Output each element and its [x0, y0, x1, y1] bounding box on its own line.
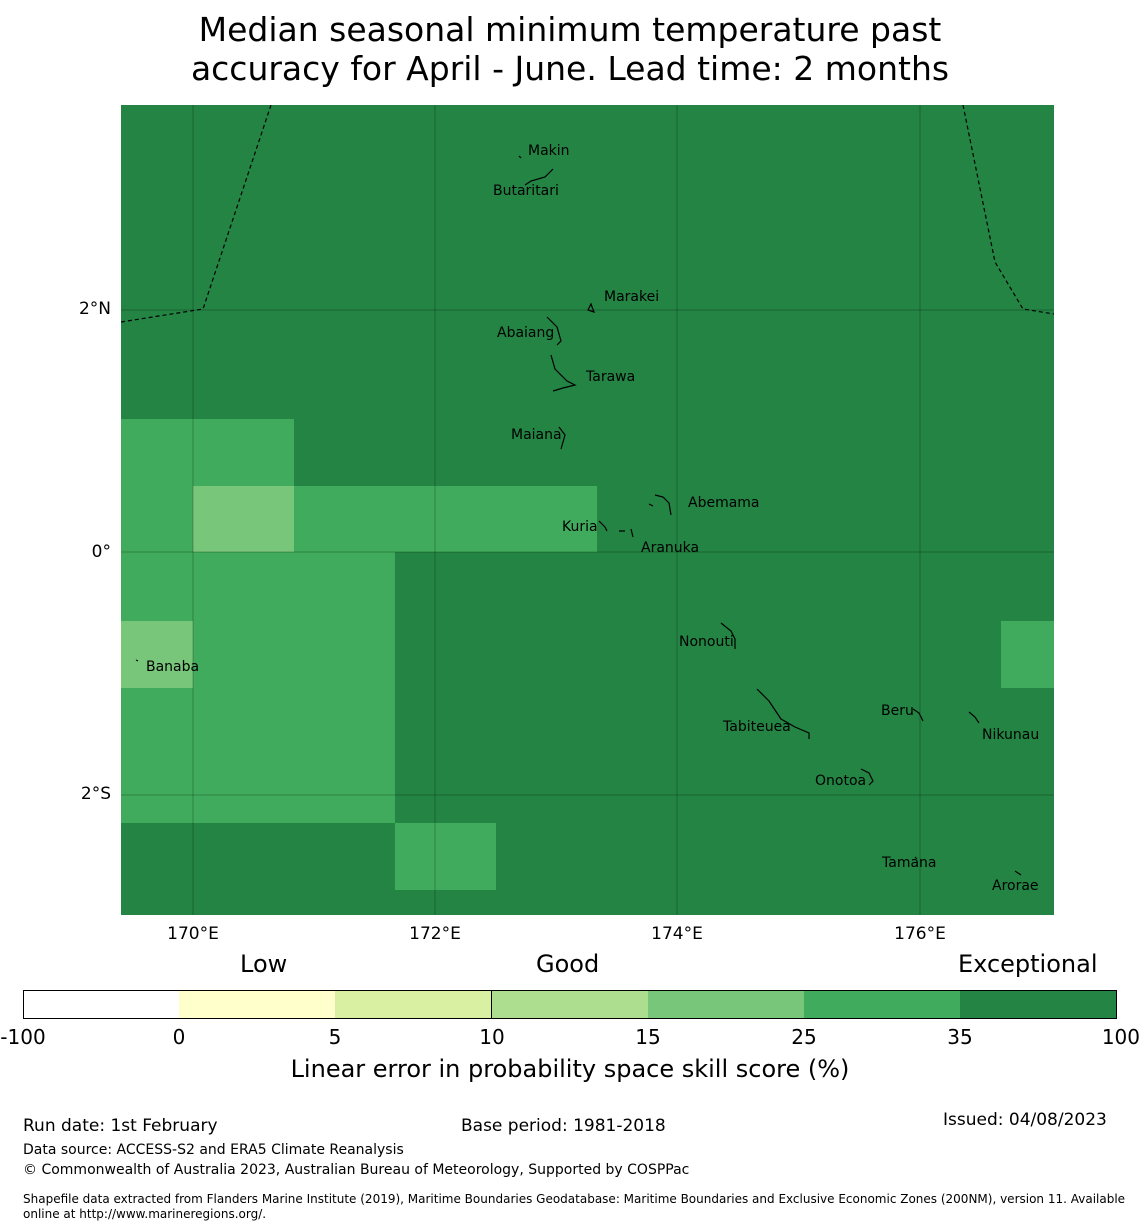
run-date: Run date: 1st February [23, 1116, 218, 1136]
data-source: Data source: ACCESS-S2 and ERA5 Climate … [23, 1142, 404, 1158]
cell-moderate [395, 823, 496, 890]
colorbar-segment [335, 990, 492, 1019]
place-marakei: Marakei [604, 289, 659, 305]
island-nikunau [968, 711, 980, 724]
copyright: © Commonwealth of Australia 2023, Austra… [23, 1162, 690, 1178]
eez-boundary-east [962, 105, 1054, 315]
colorbar-tick: 0 [172, 1025, 186, 1049]
eez-boundary-west [121, 105, 272, 323]
place-tabiteuea: Tabiteuea [722, 719, 791, 735]
colorbar-segment [648, 990, 805, 1019]
island-banaba [135, 659, 139, 662]
place-beru: Beru [881, 703, 914, 719]
place-butaritari: Butaritari [493, 183, 559, 199]
y-label-2s: 2°S [80, 784, 111, 804]
colorbar-segment [960, 990, 1117, 1019]
colorbar-segment [804, 990, 961, 1019]
eez-boundaries [121, 105, 1054, 323]
skill-map[interactable]: Makin Butaritari Marakei Abaiang Tarawa … [121, 105, 1054, 915]
island-maiana [558, 426, 566, 450]
place-nonouti: Nonouti [679, 634, 734, 650]
colorbar-tick: -100 [0, 1025, 46, 1049]
colorbar-segment [179, 990, 336, 1019]
colorbar-tick: 15 [635, 1025, 661, 1049]
place-makin: Makin [528, 143, 570, 159]
cell-lower [121, 621, 193, 688]
x-label-172e: 172°E [409, 924, 461, 944]
chart-title: Median seasonal minimum temperature past… [0, 10, 1140, 88]
island-outlines [135, 155, 1022, 876]
skill-cells [121, 419, 1054, 890]
place-kuria: Kuria [562, 519, 598, 535]
colorbar-tick: 100 [1101, 1025, 1140, 1049]
cell-lower [193, 486, 294, 552]
colorbar [23, 990, 1117, 1021]
map-svg: Makin Butaritari Marakei Abaiang Tarawa … [121, 105, 1054, 915]
place-arorae: Arorae [992, 878, 1039, 894]
place-onotoa: Onotoa [815, 773, 866, 789]
legend-category-low: Low [240, 950, 288, 978]
island-nonouti [720, 622, 736, 649]
base-period: Base period: 1981-2018 [461, 1116, 666, 1136]
colorbar-segment [23, 990, 180, 1019]
x-label-170e: 170°E [167, 924, 219, 944]
cell-moderate [1001, 621, 1054, 688]
island-tabiteuea [756, 688, 810, 739]
cell-moderate [294, 486, 597, 552]
gridlines [121, 105, 1054, 915]
y-label-2n: 2°N [78, 299, 111, 319]
island-makin [518, 155, 522, 159]
place-abemama: Abemama [688, 495, 760, 511]
colorbar-label: Linear error in probability space skill … [290, 1055, 850, 1083]
place-abaiang: Abaiang [497, 325, 554, 341]
x-label-174e: 174°E [651, 924, 703, 944]
colorbar-tick: 35 [947, 1025, 973, 1049]
island-marakei [587, 302, 596, 313]
island-tarawa [550, 354, 577, 392]
island-kuria [598, 520, 608, 532]
title-line-2: accuracy for April - June. Lead time: 2 … [190, 49, 950, 88]
shapefile-note-line-1: Shapefile data extracted from Flanders M… [23, 1192, 1126, 1206]
place-nikunau: Nikunau [982, 727, 1039, 743]
issued-date: Issued: 04/08/2023 [943, 1110, 1107, 1130]
island-butaritari [524, 168, 554, 186]
title-line-1: Median seasonal minimum temperature past [198, 10, 942, 49]
colorbar-tick: 10 [479, 1025, 505, 1049]
place-aranuka: Aranuka [641, 540, 699, 556]
island-onotoa [860, 768, 874, 786]
shapefile-note-line-2: online at http://www.marineregions.org/. [23, 1207, 267, 1221]
place-tarawa: Tarawa [585, 369, 635, 385]
island-abemama [648, 494, 672, 516]
island-tamana [914, 856, 918, 860]
island-abaiang [546, 316, 562, 346]
place-banaba: Banaba [146, 659, 199, 675]
place-maiana: Maiana [511, 427, 562, 443]
place-tamana: Tamana [881, 855, 936, 871]
island-aranuka [619, 528, 634, 538]
shapefile-note: Shapefile data extracted from Flanders M… [23, 1192, 1135, 1222]
legend-category-exceptional: Exceptional [958, 950, 1098, 978]
colorbar-segment [492, 990, 649, 1019]
island-arorae [1014, 870, 1022, 876]
x-label-176e: 176°E [894, 924, 946, 944]
legend-category-good: Good [536, 950, 600, 978]
y-label-0: 0° [91, 542, 111, 562]
place-labels: Makin Butaritari Marakei Abaiang Tarawa … [146, 143, 1039, 894]
colorbar-tick: 25 [791, 1025, 817, 1049]
island-beru [912, 708, 924, 722]
colorbar-tick: 5 [328, 1025, 342, 1049]
